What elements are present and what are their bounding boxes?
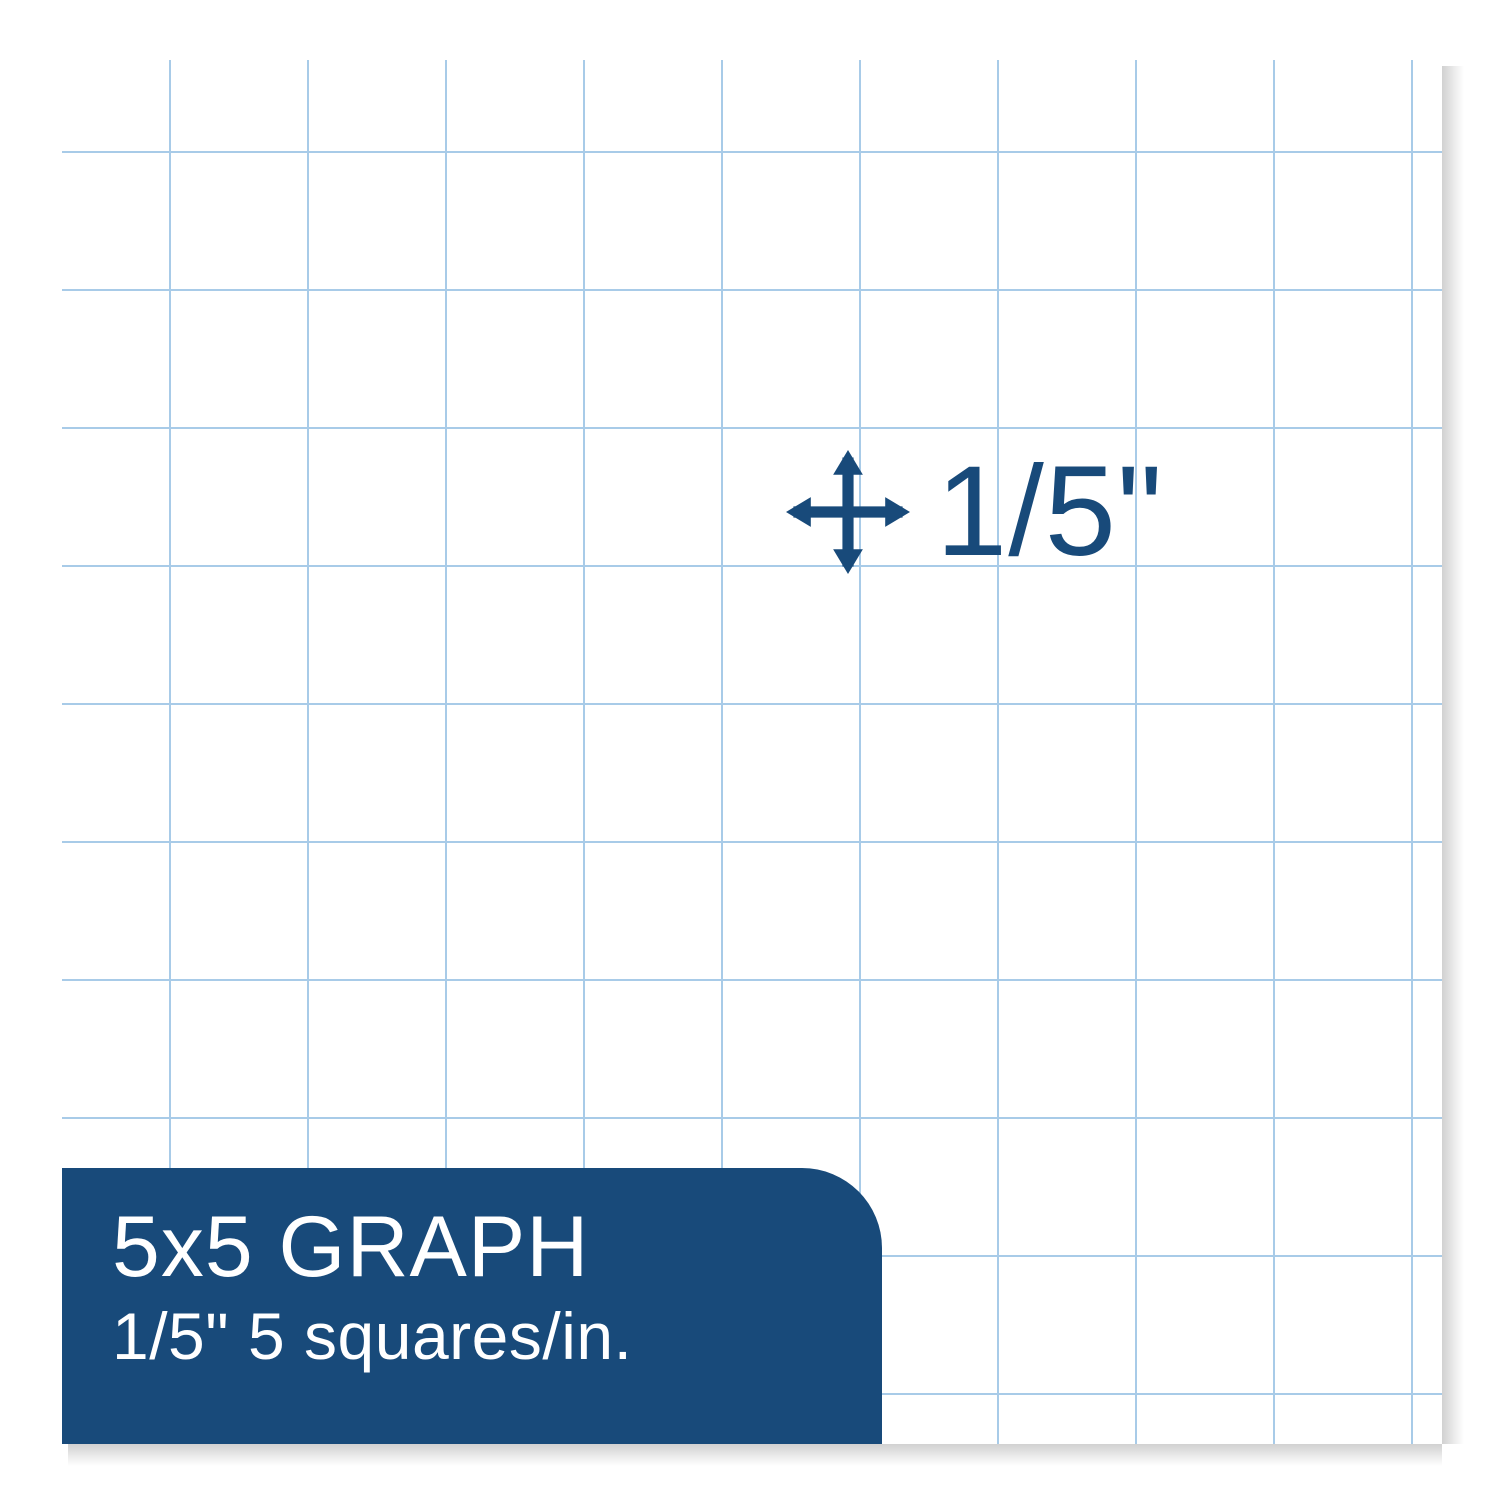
paper-shadow-right	[1442, 66, 1464, 1444]
grid-size-label: 1/5"	[936, 438, 1163, 585]
paper-shadow-bottom	[68, 1444, 1442, 1466]
product-infographic: 1/5" 5x5 GRAPH 1/5" 5 squares/in.	[0, 0, 1500, 1500]
spec-badge-subtitle: 1/5" 5 squares/in.	[112, 1298, 832, 1374]
spec-badge: 5x5 GRAPH 1/5" 5 squares/in.	[62, 1168, 882, 1444]
move-arrows-icon	[786, 450, 910, 574]
graph-paper: 1/5" 5x5 GRAPH 1/5" 5 squares/in.	[62, 60, 1442, 1444]
spec-badge-title: 5x5 GRAPH	[112, 1202, 832, 1292]
grid-size-callout: 1/5"	[786, 438, 1163, 585]
